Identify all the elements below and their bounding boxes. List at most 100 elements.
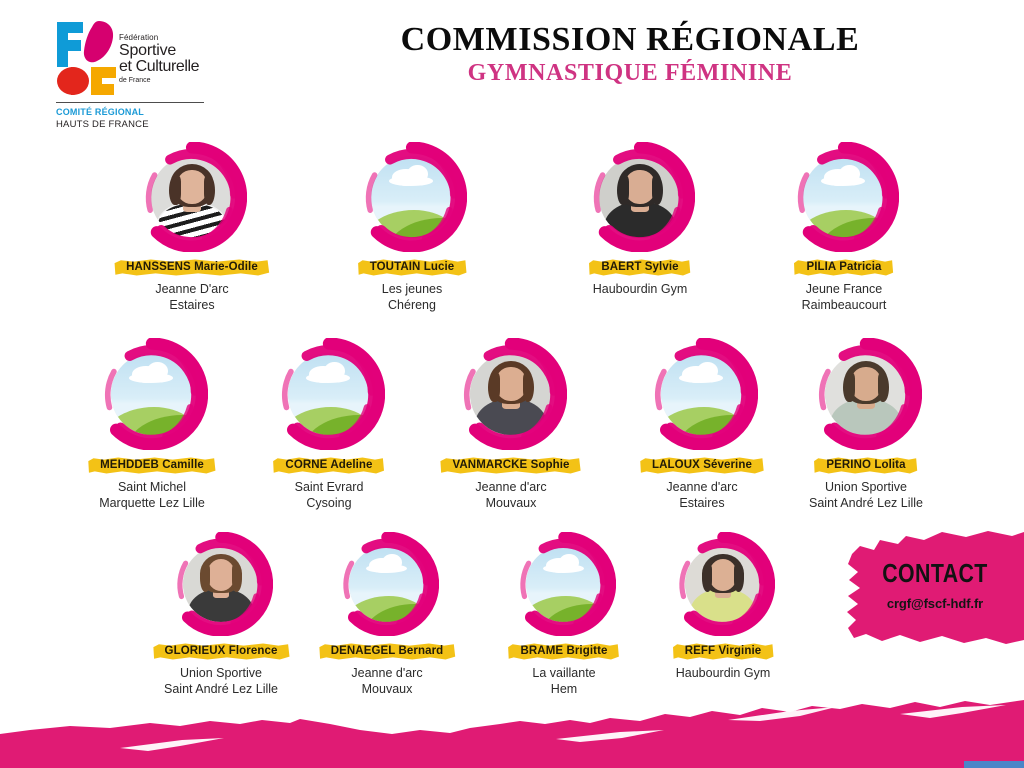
person-name-badge: DENAEGEL Bernard <box>318 642 457 661</box>
badge-brush-shape <box>440 457 582 474</box>
placeholder-cloud-icon <box>821 175 866 186</box>
portrait-face <box>624 169 656 205</box>
person-card[interactable]: MEHDDEB Camille Saint Michel Marquette L… <box>56 338 248 511</box>
person-club: Saint Michel Marquette Lez Lille <box>99 480 205 510</box>
placeholder-cloud-icon <box>679 372 724 383</box>
person-card[interactable]: BRAME Brigitte La vaillante Hem <box>472 532 656 697</box>
logo-culturelle-text: et Culturelle <box>119 58 200 75</box>
brush-ring-icon <box>343 532 439 636</box>
person-card[interactable]: GLORIEUX Florence Union Sportive Saint A… <box>129 532 313 697</box>
bottom-brush-band <box>0 700 1024 768</box>
portrait-hair-side <box>199 564 211 592</box>
logo-mark-icon <box>55 20 117 96</box>
person-name-badge: LALOUX Séverine <box>639 456 765 475</box>
person-club: Jeanne d'arc Mouvaux <box>351 666 423 696</box>
logo-mark-svg <box>57 21 116 95</box>
portrait-face <box>495 366 527 402</box>
badge-brush-shape <box>357 259 467 276</box>
badge-brush-shape <box>814 457 918 474</box>
avatar-photo <box>111 353 193 435</box>
placeholder-cloud-icon <box>542 564 584 574</box>
person-name: VANMARCKE Sophie <box>452 459 570 471</box>
person-name-badge: BAERT Sylvie <box>588 258 691 277</box>
person-card[interactable]: DENAEGEL Bernard Jeanne d'arc Mouvaux <box>295 532 479 697</box>
avatar-photo <box>470 353 552 435</box>
badge-brush-shape <box>152 643 290 660</box>
badge-brush-shape <box>114 259 270 276</box>
portrait-hair-side <box>169 175 181 206</box>
person-name: CORNE Adeline <box>285 459 373 471</box>
logo-region-text: HAUTS DE FRANCE <box>56 119 149 130</box>
portrait-hair-side <box>701 564 713 592</box>
contact-email[interactable]: crgf@fscf-hdf.fr <box>886 596 984 611</box>
logo-wordmark: Fédération Sportive et Culturelle de Fra… <box>119 34 223 85</box>
person-club: Jeanne d'arc Estaires <box>666 480 738 510</box>
person-name: TOUTAIN Lucie <box>369 261 455 273</box>
badge-brush-shape <box>640 457 764 474</box>
contact-title: CONTACT <box>882 558 988 588</box>
person-name: HANSSENS Marie-Odile <box>126 261 258 273</box>
person-card[interactable]: VANMARCKE Sophie Jeanne d'arc Mouvaux <box>415 338 607 511</box>
brush-ring-icon <box>145 142 247 252</box>
avatar <box>137 142 247 252</box>
person-card[interactable]: HANSSENS Marie-Odile Jeanne D'arc Estair… <box>97 142 287 313</box>
portrait-hair-side <box>522 372 534 403</box>
person-card[interactable]: LALOUX Séverine Jeanne d'arc Estaires <box>606 338 798 511</box>
brush-ring-icon <box>797 142 899 252</box>
portrait-hair-side <box>651 175 663 206</box>
portrait-face <box>206 558 236 591</box>
avatar <box>512 532 616 636</box>
avatar-photo <box>183 546 259 622</box>
person-club: Union Sportive Saint André Lez Lille <box>164 666 278 696</box>
badge-brush-shape <box>88 457 216 474</box>
avatar <box>789 142 899 252</box>
placeholder-cloud-icon <box>389 175 434 186</box>
brush-ring-icon <box>365 142 467 252</box>
badge-brush-shape <box>672 643 774 660</box>
person-club: Saint Evrard Cysoing <box>294 480 364 510</box>
person-name-badge: PERINO Lolita <box>813 456 918 475</box>
person-card[interactable]: BAERT Sylvie Haubourdin Gym <box>545 142 735 298</box>
page-title: COMMISSION RÉGIONALE <box>400 21 860 58</box>
avatar <box>335 532 439 636</box>
avatar <box>671 532 775 636</box>
corner-accent <box>964 761 1024 768</box>
person-card[interactable]: TOUTAIN Lucie Les jeunes Chéreng <box>317 142 507 313</box>
placeholder-cloud-icon <box>129 372 174 383</box>
brush-ring-icon <box>679 532 775 636</box>
avatar <box>646 338 758 450</box>
portrait-hair-side <box>733 564 745 592</box>
portrait-face <box>176 169 208 205</box>
avatar <box>96 338 208 450</box>
person-name-badge: TOUTAIN Lucie <box>357 258 468 277</box>
portrait-face <box>850 366 882 402</box>
portrait-hair-side <box>617 175 629 206</box>
person-card[interactable]: REFF Virginie Haubourdin Gym <box>631 532 815 682</box>
person-card[interactable]: PERINO Lolita Union Sportive Saint André… <box>770 338 962 511</box>
person-name: PILIA Patricia <box>806 261 882 273</box>
logo-defrance-text: de France <box>119 77 151 84</box>
avatar <box>273 338 385 450</box>
person-club: Jeanne d'arc Mouvaux <box>475 480 547 510</box>
avatar-photo <box>661 353 743 435</box>
brush-ring-icon <box>654 338 758 450</box>
contact-block: CONTACT crgf@fscf-hdf.fr <box>846 528 1024 646</box>
person-name-badge: GLORIEUX Florence <box>152 642 291 661</box>
brush-ring-icon <box>177 532 273 636</box>
person-card[interactable]: PILIA Patricia Jeune France Raimbeaucour… <box>749 142 939 313</box>
portrait-hair-side <box>488 372 500 403</box>
contact-brush-shape <box>847 531 1024 644</box>
person-name-badge: HANSSENS Marie-Odile <box>113 258 271 277</box>
person-name: MEHDDEB Camille <box>100 459 204 471</box>
person-card[interactable]: CORNE Adeline Saint Evrard Cysoing <box>233 338 425 511</box>
person-club: Haubourdin Gym <box>675 666 771 680</box>
badge-brush-shape <box>319 643 455 660</box>
portrait-hair-side <box>203 175 215 206</box>
portrait-face <box>708 558 738 591</box>
person-name: REFF Virginie <box>684 645 762 657</box>
header: Fédération Sportive et Culturelle de Fra… <box>0 0 1024 130</box>
fscf-logo: Fédération Sportive et Culturelle de Fra… <box>55 18 225 130</box>
title-block: COMMISSION RÉGIONALE GYMNASTIQUE FÉMININ… <box>300 22 960 86</box>
logo-comite-text: COMITÉ RÉGIONAL <box>56 107 144 117</box>
portrait-hair-side <box>843 372 855 403</box>
